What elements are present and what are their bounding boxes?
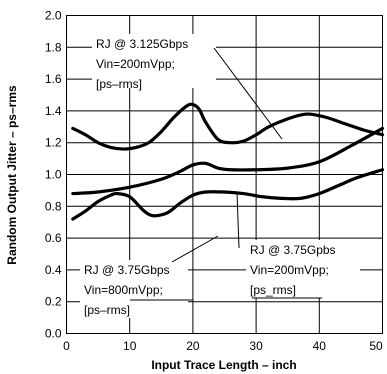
x-tick-label: 50 bbox=[369, 339, 383, 353]
x-tick-label: 40 bbox=[313, 339, 327, 353]
x-tick-label: 0 bbox=[63, 339, 70, 353]
annotation-text: RJ @ 3.125Gbps bbox=[96, 37, 188, 51]
annotation-text: [ps–rms] bbox=[84, 303, 130, 317]
annotation-leader-line bbox=[213, 47, 283, 140]
annotation-leader-line bbox=[171, 235, 219, 263]
series-line-3 bbox=[71, 168, 385, 221]
series-lines bbox=[71, 102, 385, 221]
plot-frame bbox=[66, 15, 383, 334]
y-tick-label: 0.4 bbox=[45, 263, 62, 277]
y-tick-label: 1.0 bbox=[45, 168, 62, 182]
y-axis-title: Random Output Jitter – ps–rms bbox=[5, 85, 19, 265]
y-tick-label: 0.0 bbox=[45, 327, 62, 341]
annotation-background bbox=[246, 240, 360, 298]
y-tick-labels: 0.0 0.2 0.4 0.6 0.8 1.0 1.2 1.4 1.6 1.8 2.0 bbox=[45, 9, 62, 341]
y-tick-label: 1.4 bbox=[45, 104, 62, 118]
x-axis-title: Input Trace Length – inch bbox=[151, 358, 296, 372]
y-tick-label: 1.2 bbox=[45, 136, 62, 150]
annotation-background bbox=[80, 260, 188, 318]
annotation-text: Vin=200mVpp; bbox=[250, 263, 329, 277]
x-tick-label: 20 bbox=[186, 339, 200, 353]
annotation-text: Vin=200mVpp; bbox=[96, 57, 175, 71]
series-line-2 bbox=[71, 126, 385, 196]
y-tick-label: 0.2 bbox=[45, 295, 62, 309]
y-tick-label: 1.8 bbox=[45, 40, 62, 54]
annotation-text: RJ @ 3.75Gpbs bbox=[250, 243, 336, 257]
x-tick-labels: 0 10 20 30 40 50 bbox=[63, 339, 383, 353]
annotation-leader-line bbox=[236, 191, 240, 249]
y-tick-label: 0.6 bbox=[45, 231, 62, 245]
y-tick-label: 0.8 bbox=[45, 199, 62, 213]
y-tick-label: 2.0 bbox=[45, 9, 62, 23]
annotation-text: Vin=800mVpp; bbox=[84, 283, 163, 297]
annotation-text: [ps–rms] bbox=[96, 77, 142, 91]
annotation-text: [ps_rms] bbox=[250, 283, 296, 297]
x-tick-label: 10 bbox=[123, 339, 137, 353]
x-tick-label: 30 bbox=[249, 339, 263, 353]
y-tick-label: 1.6 bbox=[45, 72, 62, 86]
annotations: RJ @ 3.125Gbps Vin=200mVpp; [ps–rms] RJ @ 3… bbox=[80, 34, 360, 318]
annotation-background bbox=[92, 34, 216, 88]
series-line-1 bbox=[71, 102, 385, 151]
annotation-text: RJ @ 3.75Gbps bbox=[84, 263, 170, 277]
